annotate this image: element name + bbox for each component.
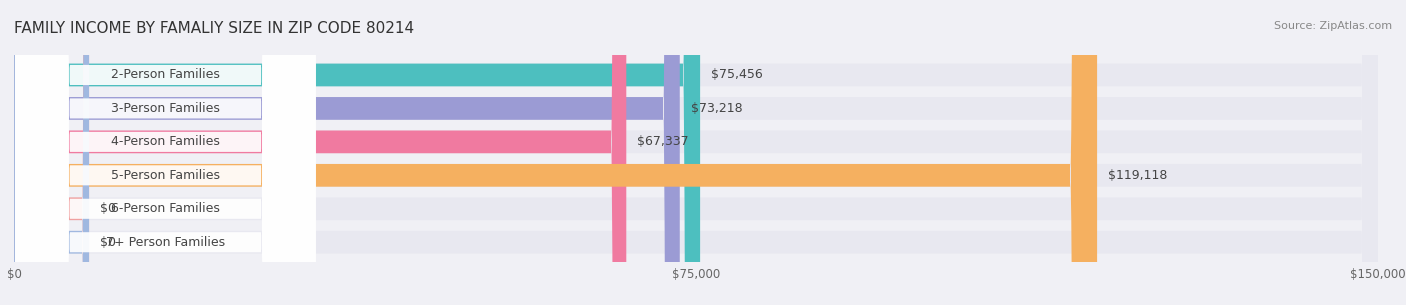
Text: 7+ Person Families: 7+ Person Families xyxy=(105,236,225,249)
Text: $67,337: $67,337 xyxy=(637,135,689,148)
FancyBboxPatch shape xyxy=(14,0,89,305)
FancyBboxPatch shape xyxy=(14,0,1378,305)
Text: $73,218: $73,218 xyxy=(690,102,742,115)
FancyBboxPatch shape xyxy=(14,0,679,305)
Text: 3-Person Families: 3-Person Families xyxy=(111,102,219,115)
FancyBboxPatch shape xyxy=(14,0,1378,305)
Text: $75,456: $75,456 xyxy=(711,68,763,81)
FancyBboxPatch shape xyxy=(15,0,315,305)
Text: 2-Person Families: 2-Person Families xyxy=(111,68,219,81)
FancyBboxPatch shape xyxy=(14,0,626,305)
FancyBboxPatch shape xyxy=(15,0,315,305)
Text: 5-Person Families: 5-Person Families xyxy=(111,169,219,182)
FancyBboxPatch shape xyxy=(14,0,1097,305)
FancyBboxPatch shape xyxy=(15,0,315,305)
FancyBboxPatch shape xyxy=(15,0,315,305)
Text: Source: ZipAtlas.com: Source: ZipAtlas.com xyxy=(1274,21,1392,31)
FancyBboxPatch shape xyxy=(14,0,89,305)
FancyBboxPatch shape xyxy=(15,0,315,305)
Text: $0: $0 xyxy=(100,202,115,215)
Text: $0: $0 xyxy=(100,236,115,249)
FancyBboxPatch shape xyxy=(14,0,1378,305)
FancyBboxPatch shape xyxy=(14,0,700,305)
FancyBboxPatch shape xyxy=(14,0,1378,305)
FancyBboxPatch shape xyxy=(14,0,1378,305)
Text: 4-Person Families: 4-Person Families xyxy=(111,135,219,148)
FancyBboxPatch shape xyxy=(15,0,315,305)
Text: $119,118: $119,118 xyxy=(1108,169,1167,182)
Text: 6-Person Families: 6-Person Families xyxy=(111,202,219,215)
FancyBboxPatch shape xyxy=(14,0,1378,305)
Text: FAMILY INCOME BY FAMALIY SIZE IN ZIP CODE 80214: FAMILY INCOME BY FAMALIY SIZE IN ZIP COD… xyxy=(14,21,415,36)
